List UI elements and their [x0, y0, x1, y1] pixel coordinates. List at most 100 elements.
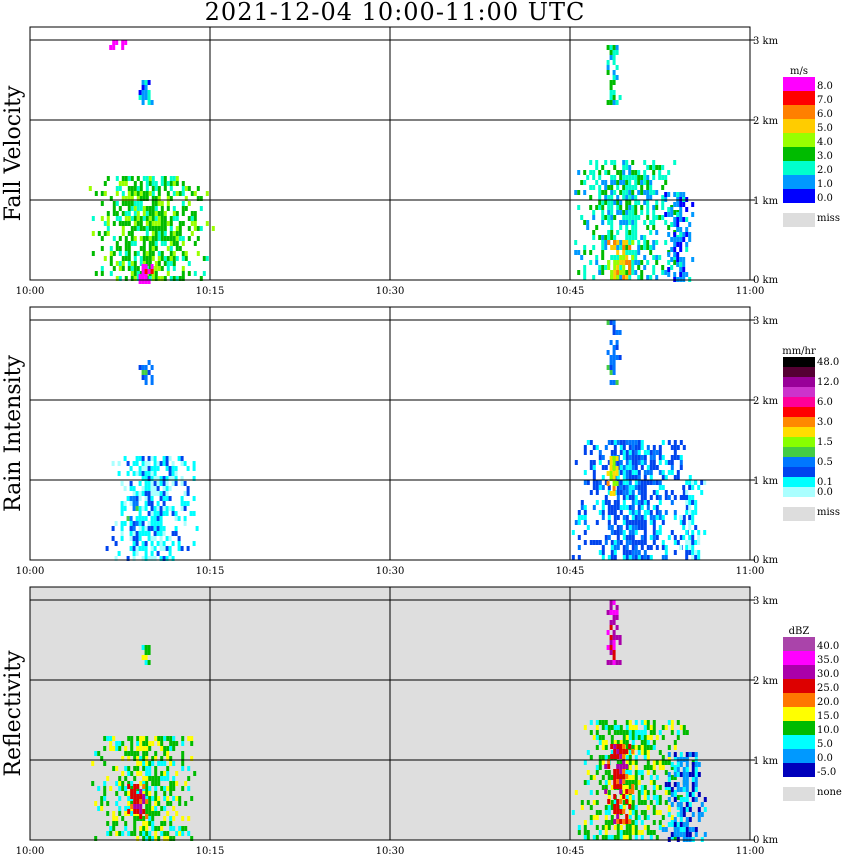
colorbar: m/s 8.0 7.0 6.0 5.0 4.0 3.0 2.0 1.0 0.0 miss	[783, 66, 840, 227]
colorbar-swatch	[783, 735, 815, 749]
height-tick-label: 0 km	[753, 275, 779, 286]
time-tick-label: 10:45	[556, 846, 585, 857]
time-tick-label: 10:30	[376, 286, 405, 297]
echo-feature	[91, 736, 197, 841]
echo-feature	[127, 784, 149, 819]
colorbar-tick-label: 0.5	[817, 457, 833, 468]
time-tick-label: 11:00	[736, 286, 765, 297]
panel-ylabel: Rain Intensity	[1, 354, 26, 511]
colorbar-tick-label: 0.0	[817, 193, 833, 204]
echo-feature	[574, 160, 680, 280]
time-tick-label: 10:15	[196, 566, 225, 577]
colorbar-swatch	[783, 707, 815, 721]
colorbar-tick-label: 10.0	[817, 725, 839, 736]
time-tick-label: 10:30	[376, 566, 405, 577]
colorbar-swatch	[783, 427, 815, 437]
colorbar-swatch	[783, 457, 815, 467]
colorbar-swatch	[783, 77, 815, 91]
colorbar-swatch	[783, 367, 815, 377]
height-tick-label: 3 km	[753, 36, 779, 47]
colorbar-swatch	[783, 387, 815, 397]
echo-feature	[138, 360, 154, 385]
colorbar-missing-swatch	[783, 787, 815, 801]
colorbar-swatch	[783, 447, 815, 457]
colorbar-tick-label: 35.0	[817, 655, 839, 666]
colorbar-tick-label: 6.0	[817, 109, 833, 120]
height-tick-label: 3 km	[753, 316, 779, 327]
panel-ylabel: Reflectivity	[1, 650, 26, 777]
colorbar-tick-label: 5.0	[817, 739, 833, 750]
colorbar-swatch	[783, 763, 815, 777]
echo-feature	[604, 744, 635, 824]
echo-feature	[141, 645, 151, 665]
colorbar-swatch	[783, 175, 815, 189]
colorbar-swatch	[783, 119, 815, 133]
colorbar-tick-label: 0.1	[817, 477, 833, 488]
colorbar-swatch	[783, 105, 815, 119]
colorbar-swatch	[783, 637, 815, 651]
colorbar-tick-label: 12.0	[817, 377, 839, 388]
height-tick-label: 2 km	[753, 676, 779, 687]
colorbar-swatch	[783, 651, 815, 665]
colorbar-unit: m/s	[790, 66, 808, 77]
colorbar-missing-swatch	[783, 213, 815, 227]
panel-2: 0 km 1 km 2 km 3 km 10:00 10:15 10:30 10:45 11:0…	[1, 586, 842, 857]
time-tick-label: 11:00	[736, 846, 765, 857]
height-tick-label: 0 km	[753, 555, 779, 566]
colorbar-swatch	[783, 721, 815, 735]
colorbar-missing-swatch	[783, 507, 815, 521]
colorbar: dBZ 40.0 35.0 30.0 25.0 20.0 15.0 10.0 5.0 0.0 -5.…	[783, 626, 842, 801]
colorbar-tick-label: -5.0	[817, 767, 836, 778]
colorbar-swatch	[783, 377, 815, 387]
echo-feature	[126, 496, 139, 531]
colorbar-unit: dBZ	[789, 626, 810, 637]
colorbar-tick-label: 0.0	[817, 753, 833, 764]
height-tick-label: 0 km	[753, 835, 779, 846]
colorbar-swatch	[783, 91, 815, 105]
colorbar-tick-label: 25.0	[817, 683, 839, 694]
plot-frame	[29, 26, 751, 281]
height-tick-label: 2 km	[753, 116, 779, 127]
echo-feature	[105, 456, 199, 561]
echo-feature	[607, 240, 635, 280]
colorbar-tick-label: 48.0	[817, 357, 839, 368]
colorbar-missing-label: none	[817, 787, 842, 798]
echo-feature	[606, 320, 622, 385]
time-tick-label: 10:30	[376, 846, 405, 857]
colorbar-swatch	[783, 189, 815, 203]
colorbar-tick-label: 20.0	[817, 697, 839, 708]
colorbar-tick-label: 3.0	[817, 417, 833, 428]
colorbar-swatch	[783, 133, 815, 147]
time-tick-label: 10:00	[16, 566, 45, 577]
echo-feature	[606, 456, 619, 496]
echo-feature	[138, 264, 154, 284]
colorbar-tick-label: 0.0	[817, 487, 833, 498]
colorbar-swatch	[783, 679, 815, 693]
echo-feature	[571, 440, 695, 560]
colorbar-tick-label: 40.0	[817, 641, 839, 652]
panel-ylabel: Fall Velocity	[1, 85, 26, 221]
time-tick-label: 11:00	[736, 566, 765, 577]
height-tick-label: 1 km	[753, 196, 779, 207]
colorbar-missing-label: miss	[817, 213, 840, 224]
colorbar-swatch	[783, 357, 815, 367]
colorbar-swatch	[783, 693, 815, 707]
echo-feature	[679, 480, 707, 560]
colorbar-tick-label: 6.0	[817, 397, 833, 408]
colorbar-tick-label: 15.0	[817, 711, 839, 722]
colorbar-swatch	[783, 147, 815, 161]
colorbar-tick-label: 7.0	[817, 95, 833, 106]
colorbar-tick-label: 5.0	[817, 123, 833, 134]
colorbar-swatch	[783, 437, 815, 447]
time-tick-label: 10:45	[556, 286, 585, 297]
colorbar-tick-label: 1.5	[817, 437, 833, 448]
time-tick-label: 10:00	[16, 846, 45, 857]
echo-feature	[606, 600, 622, 665]
colorbar-tick-label: 8.0	[817, 81, 833, 92]
colorbar-tick-label: 30.0	[817, 669, 839, 680]
colorbar-swatch	[783, 477, 815, 487]
echo-feature	[88, 176, 215, 281]
colorbar-tick-label: 1.0	[817, 179, 833, 190]
time-tick-label: 10:00	[16, 286, 45, 297]
height-tick-label: 1 km	[753, 476, 779, 487]
